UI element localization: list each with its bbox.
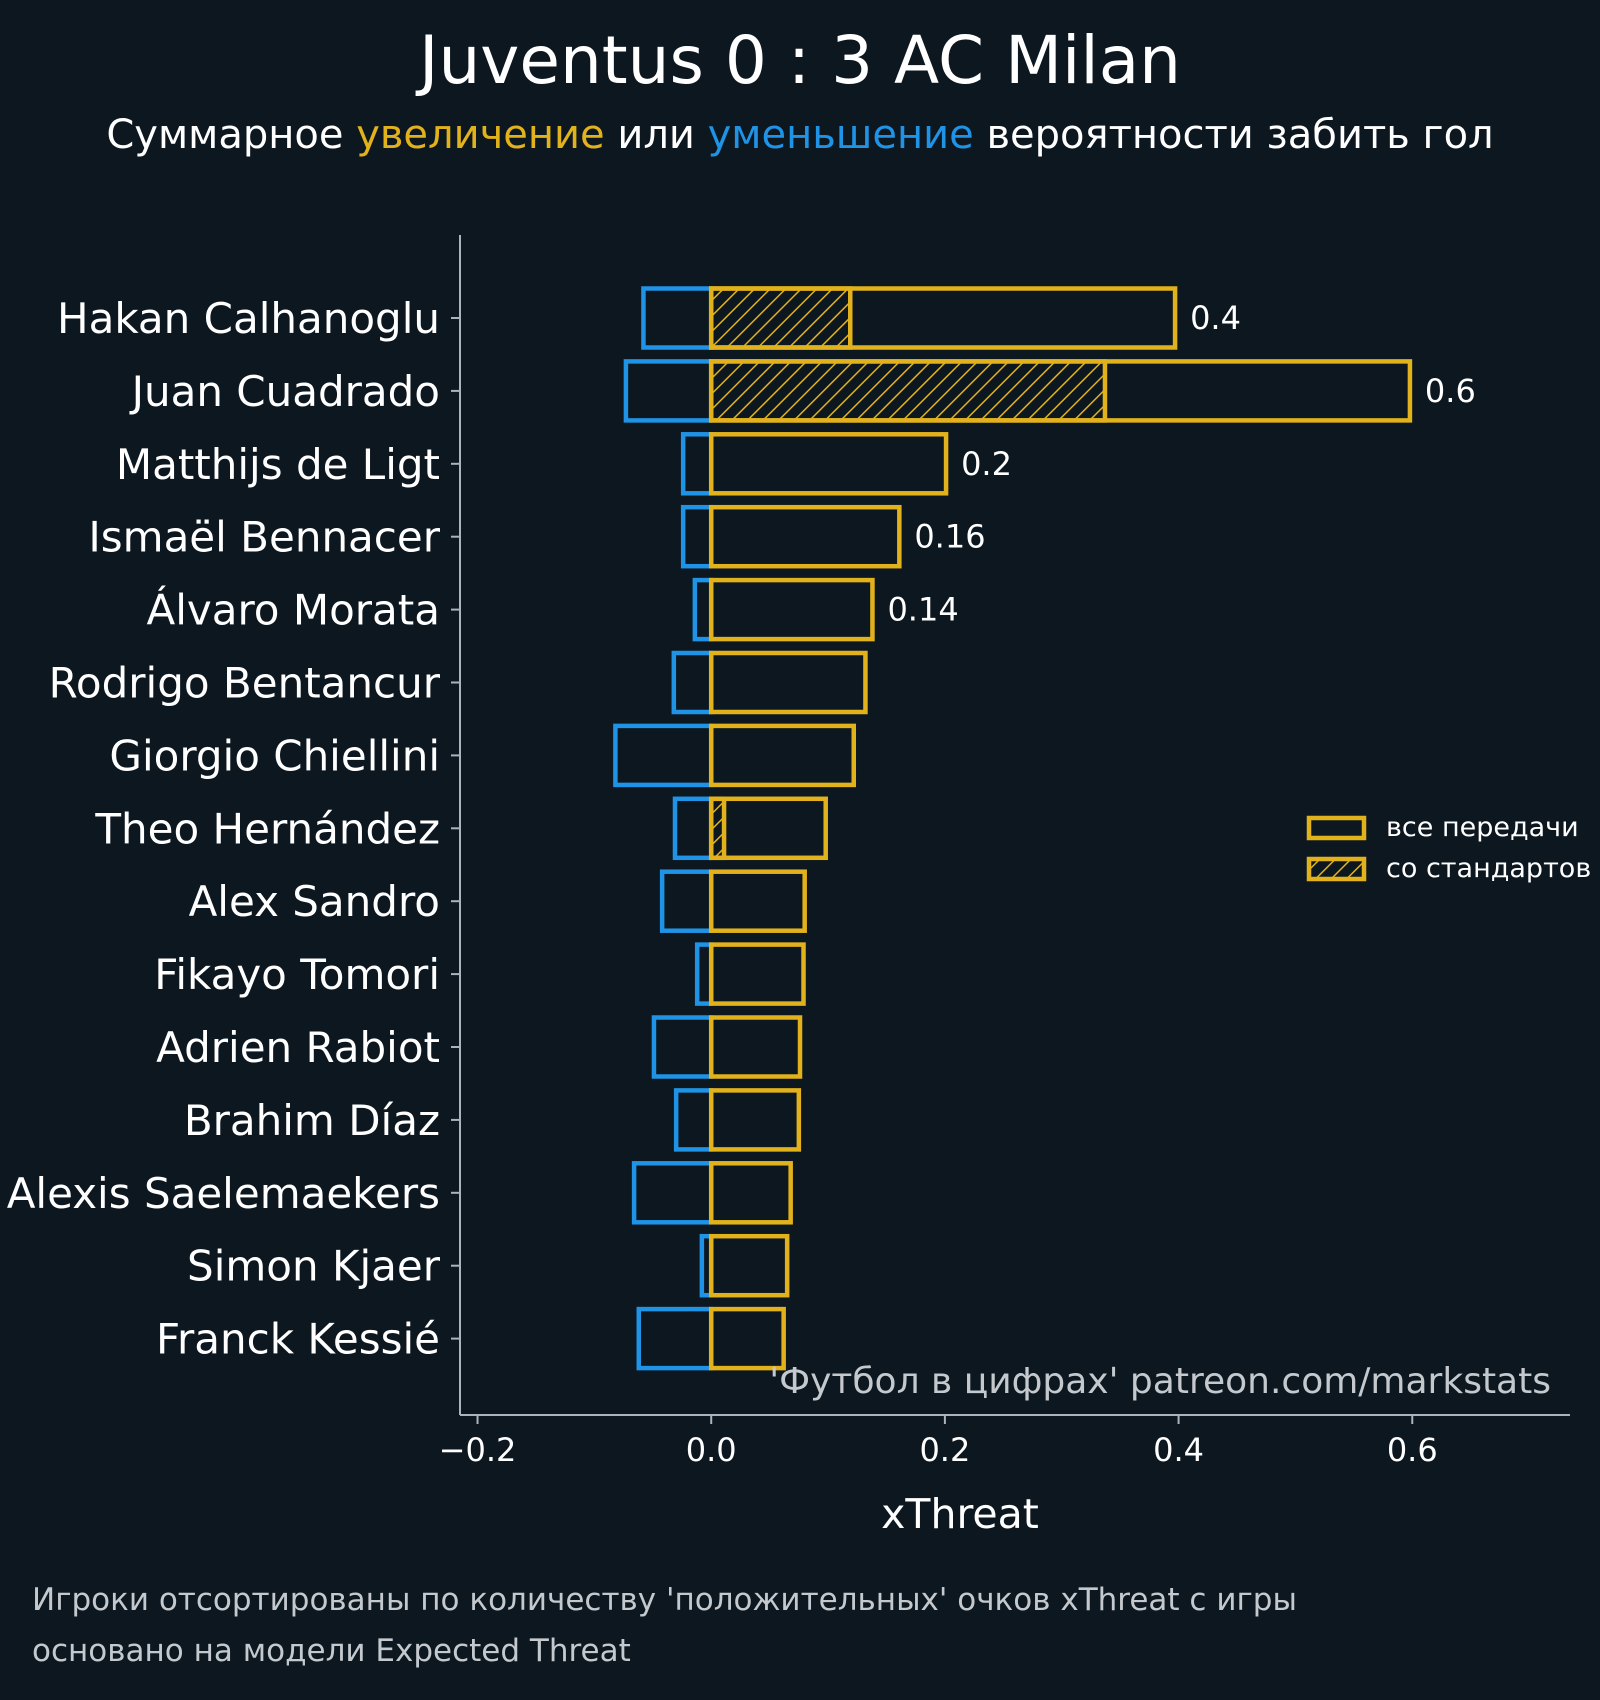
- bar-negative: [673, 1088, 714, 1152]
- legend-swatch-hatched: [1306, 856, 1367, 882]
- subtitle-decrease: уменьшение: [707, 112, 974, 158]
- y-tick-label: Adrien Rabiot: [156, 1023, 440, 1072]
- y-tick-label: Ismaël Bennacer: [88, 513, 440, 562]
- bars-layer: 0.4 0.6 0.2 0.16 0.14: [613, 286, 1476, 1371]
- bar-negative: [680, 432, 714, 496]
- x-axis-label: xThreat: [881, 1490, 1039, 1538]
- y-tick-label: Juan Cuadrado: [129, 367, 440, 416]
- bar-negative: [623, 359, 714, 423]
- bar-positive: [708, 286, 1178, 350]
- legend: все передачи со стандартов: [1306, 812, 1591, 884]
- subtitle-part: Суммарное: [106, 112, 357, 158]
- x-tick-label: 0.4: [1153, 1431, 1204, 1469]
- chart-subtitle: Суммарное увеличение или уменьшение веро…: [0, 112, 1600, 158]
- bar-negative: [641, 286, 714, 350]
- y-tick-label: Simon Kjaer: [187, 1242, 441, 1291]
- y-tick-label: Giorgio Chiellini: [109, 731, 440, 780]
- y-tick-label: Theo Hernández: [94, 804, 440, 853]
- footnote-sorting: Игроки отсортированы по количеству 'поло…: [32, 1582, 1297, 1618]
- bar-positive: [708, 796, 828, 861]
- bar-set-pieces: [708, 359, 1108, 423]
- bar-negative: [636, 1306, 714, 1371]
- bar-negative: [631, 1161, 714, 1225]
- subtitle-part: или: [604, 112, 708, 158]
- bar-negative: [671, 650, 714, 715]
- bar-positive: [708, 869, 807, 933]
- value-label: 0.16: [914, 518, 985, 556]
- y-tick-label: Alex Sandro: [189, 877, 440, 926]
- bar-positive: [708, 942, 806, 1006]
- bar-positive: [708, 577, 875, 642]
- value-label: 0.4: [1190, 299, 1241, 337]
- bar-negative: [613, 723, 714, 788]
- subtitle-increase: увеличение: [356, 112, 605, 158]
- bar-positive: [708, 359, 1413, 423]
- y-tick-label: Matthijs de Ligt: [116, 440, 440, 489]
- bar-positive: [708, 1161, 793, 1225]
- y-tick-label: Brahim Díaz: [184, 1096, 440, 1145]
- legend-label: со стандартов: [1386, 853, 1591, 884]
- chart-title: Juventus 0 : 3 AC Milan: [419, 22, 1181, 99]
- bar-set-pieces: [708, 286, 853, 350]
- y-tick-label: Álvaro Morata: [146, 585, 440, 635]
- watermark: 'Футбол в цифрах' patreon.com/markstats: [769, 1361, 1551, 1402]
- bar-negative: [651, 1015, 714, 1079]
- x-tick-label: −0.2: [439, 1431, 517, 1469]
- y-tick-label: Alexis Saelemaekers: [7, 1169, 440, 1218]
- y-tick-label: Hakan Calhanoglu: [57, 294, 440, 343]
- subtitle-part: вероятности забить гол: [973, 112, 1494, 158]
- value-label: 0.2: [961, 445, 1012, 483]
- x-tick-label: 0.2: [919, 1431, 970, 1469]
- value-label: 0.6: [1425, 372, 1476, 410]
- footnote-model: основано на модели Expected Threat: [32, 1633, 631, 1669]
- bar-positive: [708, 723, 857, 788]
- y-tick-label: Franck Kessié: [156, 1315, 440, 1364]
- bar-negative: [680, 504, 714, 569]
- y-tick-label: Fikayo Tomori: [154, 950, 440, 999]
- x-tick-label: 0.0: [686, 1431, 737, 1469]
- bar-positive: [708, 650, 868, 715]
- bar-positive: [708, 1233, 790, 1298]
- axes-layer: Hakan Calhanoglu Juan Cuadrado Matthijs de…: [7, 235, 1570, 1469]
- bar-positive: [708, 1015, 803, 1079]
- bar-negative: [672, 796, 714, 861]
- bar-positive: [708, 504, 902, 569]
- bar-positive: [708, 1306, 786, 1371]
- x-tick-label: 0.6: [1387, 1431, 1438, 1469]
- y-tick-label: Rodrigo Bentancur: [49, 659, 441, 708]
- bar-negative: [692, 577, 714, 642]
- legend-label: все передачи: [1386, 812, 1579, 843]
- bar-positive: [708, 432, 949, 496]
- legend-swatch: [1306, 815, 1367, 841]
- value-label: 0.14: [887, 591, 958, 629]
- bar-positive: [708, 1088, 802, 1152]
- bar-negative: [659, 869, 714, 933]
